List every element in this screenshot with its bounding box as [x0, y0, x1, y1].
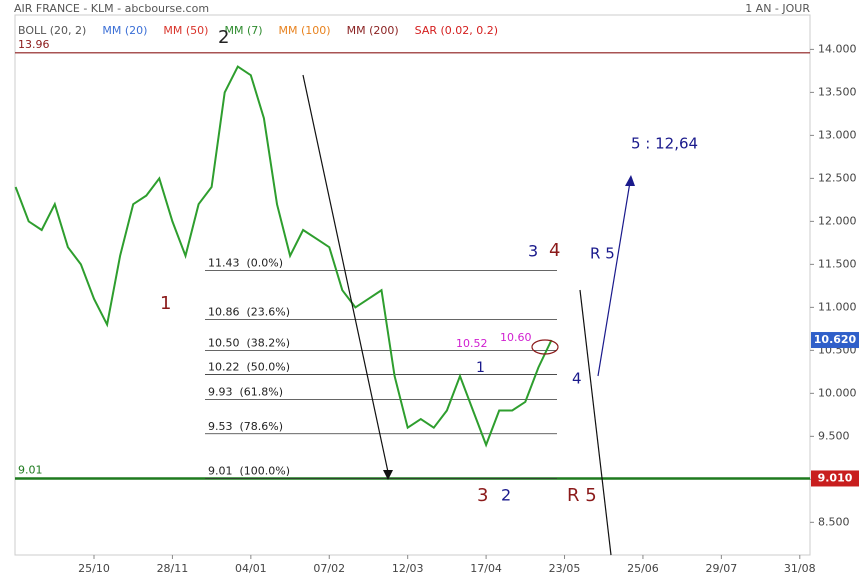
legend: BOLL (20, 2) MM (20) MM (50) MM (7) MM (100)… — [18, 24, 498, 37]
y-tick-label: 9.500 — [818, 429, 850, 442]
fib-label: 9.53 (78.6%) — [208, 420, 283, 433]
x-tick-label: 12/03 — [392, 562, 424, 575]
price-tag — [811, 470, 859, 487]
legend-entry: MM (7) — [224, 24, 262, 37]
legend-entry: SAR (0.02, 0.2) — [415, 24, 498, 37]
y-tick-label: 12.000 — [818, 214, 857, 227]
x-tick-label: 04/01 — [235, 562, 267, 575]
price-tag — [811, 332, 859, 349]
legend-entry: MM (100) — [279, 24, 331, 37]
chart-title: AIR FRANCE - KLM - abcbourse.com — [14, 2, 209, 15]
plot: 8.5009.0009.50010.00010.50011.00011.5001… — [14, 38, 859, 575]
y-tick-label: 14.000 — [818, 42, 857, 55]
arrow — [597, 181, 631, 377]
annotation: 2 — [501, 486, 511, 505]
x-tick-label: 23/05 — [549, 562, 581, 575]
annotation: 3 — [528, 242, 538, 261]
annotation: 10.60 — [500, 331, 532, 344]
price-tag-label: 10.620 — [814, 333, 857, 346]
annotation: 1 — [476, 360, 485, 376]
arrows — [302, 74, 635, 556]
level-label: 13.96 — [18, 38, 50, 51]
annotation: 5 : 12,64 — [631, 135, 698, 153]
annotation: R 5 — [590, 245, 615, 263]
arrow — [302, 74, 389, 473]
highlight-ellipse — [531, 339, 559, 355]
price-tag-label: 9.010 — [818, 471, 853, 484]
x-tick-label: 25/10 — [78, 562, 110, 575]
annotation: 4 — [549, 240, 560, 261]
arrow-head — [625, 175, 635, 186]
arrow-head — [383, 470, 393, 480]
trend-line — [579, 289, 612, 556]
x-tick-label: 25/06 — [627, 562, 659, 575]
x-tick-label: 29/07 — [706, 562, 738, 575]
annotation: 1 — [160, 293, 171, 314]
y-tick-label: 8.500 — [818, 515, 850, 528]
fib-label: 10.50 (38.2%) — [208, 336, 290, 349]
fib-label: 9.01 (100.0%) — [208, 464, 290, 477]
period: 1 AN - JOUR — [745, 2, 810, 15]
fib-label: 9.93 (61.8%) — [208, 385, 283, 398]
annotation: 10.52 — [456, 337, 488, 350]
annotation: R 5 — [567, 485, 597, 506]
legend-entry: MM (20) — [102, 24, 147, 37]
y-tick-label: 13.000 — [818, 128, 857, 141]
x-tick-label: 31/08 — [784, 562, 816, 575]
annotation: 2 — [218, 27, 229, 48]
legend-entry: MM (200) — [347, 24, 399, 37]
y-tick-label: 12.500 — [818, 171, 857, 184]
x-tick-label: 28/11 — [157, 562, 189, 575]
y-tick-label: 11.000 — [818, 300, 857, 313]
price-line — [14, 65, 553, 448]
level-label: 9.01 — [18, 463, 43, 476]
fib-label: 11.43 (0.0%) — [208, 256, 283, 269]
y-tick-label: 13.500 — [818, 85, 857, 98]
y-tick-label: 11.500 — [818, 257, 857, 270]
legend-entry: MM (50) — [163, 24, 208, 37]
y-tick-label: 10.000 — [818, 386, 857, 399]
fib-label: 10.22 (50.0%) — [208, 360, 290, 373]
annotation: 3 — [477, 485, 488, 506]
legend-entry: BOLL (20, 2) — [18, 24, 86, 37]
annotations: 2 1 3 4 R 5 5 : 12,64 1 4 3 2 R 5 10.52 … — [160, 27, 698, 506]
x-tick-label: 07/02 — [313, 562, 345, 575]
fib-label: 10.86 (23.6%) — [208, 305, 290, 318]
annotation: 4 — [572, 370, 582, 388]
plot-area — [14, 14, 811, 556]
x-tick-label: 17/04 — [470, 562, 502, 575]
